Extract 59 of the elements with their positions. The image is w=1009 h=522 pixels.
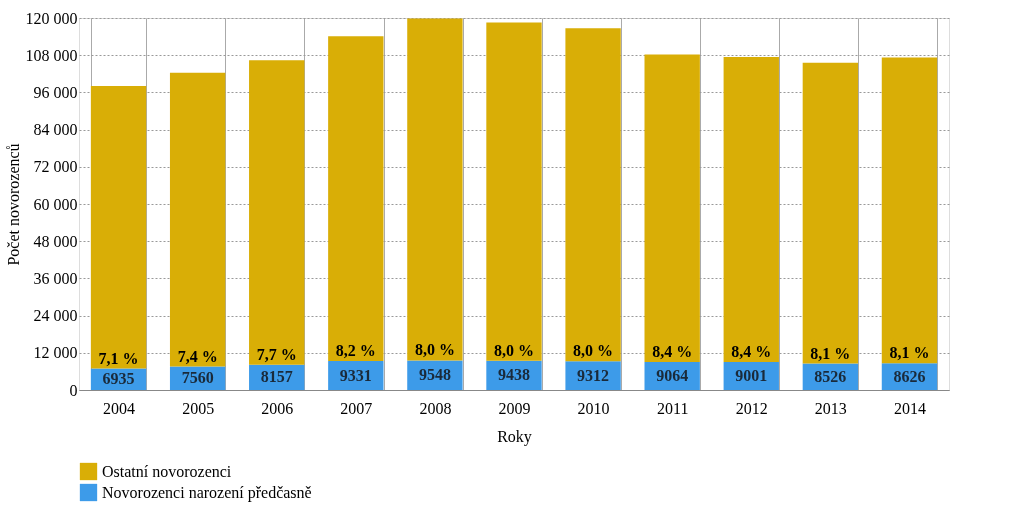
x-tick-label: 2007 (340, 399, 373, 417)
bar (644, 54, 700, 362)
y-tick-label: 48 000 (33, 232, 78, 250)
annotation: 8,0 % (573, 342, 614, 360)
x-tick-label: 2005 (182, 399, 215, 417)
y-axis-title: Počet novorozenců (4, 143, 22, 266)
y-tick-label: 0 (69, 381, 78, 399)
x-tick-label: 2004 (103, 399, 136, 417)
x-tick-label: 2014 (893, 399, 926, 417)
annotation: 7,4 % (177, 347, 218, 365)
bar (169, 72, 226, 367)
data-label: 8526 (814, 367, 847, 385)
bar (328, 36, 384, 362)
y-tick-label: 12 000 (33, 344, 78, 362)
y-tick-label: 108 000 (25, 46, 78, 64)
y-tick-label: 36 000 (33, 269, 78, 287)
x-tick-label: 2008 (419, 399, 452, 417)
annotation: 8,1 % (810, 344, 851, 362)
bar (723, 57, 779, 363)
data-label: 9001 (735, 367, 768, 385)
data-label: 9548 (418, 366, 451, 384)
x-axis-title: Roky (497, 427, 532, 446)
y-tick-label: 60 000 (33, 195, 78, 213)
annotation: 7,7 % (256, 345, 297, 363)
data-label: 9312 (577, 366, 610, 384)
y-tick-label: 24 000 (33, 307, 78, 325)
data-label: 9438 (498, 366, 530, 384)
x-tick-label: 2011 (656, 399, 689, 417)
bar (802, 62, 859, 364)
annotation: 8,0 % (494, 341, 534, 359)
bar (486, 22, 542, 361)
bar (407, 18, 463, 361)
legend-label: Ostatní novorozenci (102, 462, 232, 480)
x-tick-label: 2006 (261, 399, 294, 417)
y-tick-label: 72 000 (33, 158, 78, 176)
annotation: 8,1 % (889, 344, 930, 362)
bar (249, 60, 305, 365)
bar (881, 57, 938, 364)
data-label: 6935 (102, 370, 135, 388)
annotation: 8,4 % (652, 342, 693, 360)
annotation: 8,0 % (414, 341, 455, 359)
y-tick-label: 120 000 (25, 9, 78, 27)
data-label: 9064 (656, 366, 689, 384)
x-tick-label: 2012 (735, 399, 768, 417)
y-tick-label: 84 000 (33, 121, 78, 139)
x-tick-label: 2009 (498, 399, 531, 417)
data-label: 7560 (181, 369, 214, 387)
annotation: 8,4 % (731, 343, 772, 361)
data-label: 8157 (260, 368, 293, 386)
data-label: 9331 (339, 366, 372, 384)
annotation: 7,1 % (98, 349, 139, 367)
x-tick-label: 2010 (577, 399, 610, 417)
x-tick-label: 2013 (814, 399, 847, 417)
data-label: 8626 (893, 367, 926, 385)
bar (90, 86, 147, 369)
annotation: 8,2 % (335, 342, 376, 360)
y-tick-label: 96 000 (33, 83, 78, 101)
legend-label: Novorozenci narození předčasně (102, 483, 312, 502)
bar (565, 28, 621, 362)
